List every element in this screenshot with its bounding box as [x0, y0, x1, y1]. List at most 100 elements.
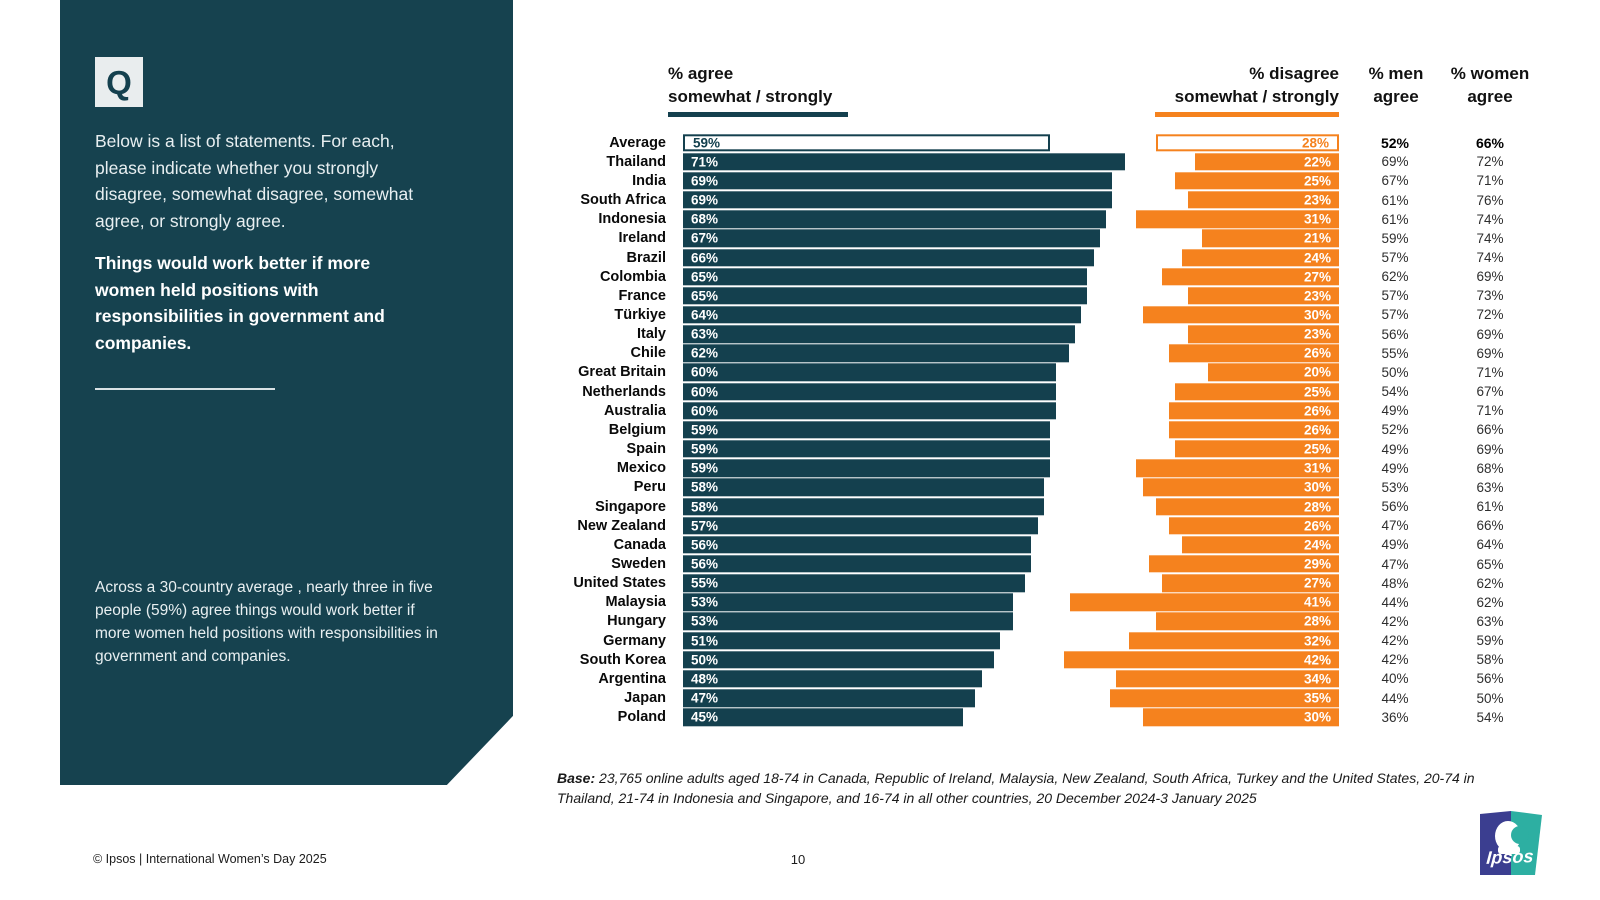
- disagree-bar: 26%: [1168, 402, 1339, 420]
- women-agree-value: 72%: [1476, 154, 1504, 170]
- statement-text: Things would work better if more women h…: [95, 253, 385, 353]
- question-intro-text: Below is a list of statements. For each,…: [95, 131, 414, 231]
- country-label: Netherlands: [582, 383, 666, 400]
- agree-bar: 62%: [683, 344, 1069, 362]
- country-label: Canada: [613, 536, 666, 553]
- agree-bar: 48%: [683, 670, 982, 688]
- agree-bar: 53%: [683, 612, 1013, 631]
- chart-row: Japan 47% 35% 44% 50%: [460, 689, 1529, 708]
- country-label: Brazil: [626, 249, 667, 266]
- bar-zone: 67% 21%: [683, 229, 1339, 248]
- agree-bar: 69%: [683, 172, 1113, 190]
- men-agree-value: 61%: [1381, 211, 1409, 227]
- ipsos-logo-text: Ipsos: [1485, 846, 1535, 868]
- country-label: Sweden: [611, 556, 666, 573]
- country-label: Colombia: [599, 268, 666, 285]
- country-label: Singapore: [595, 498, 666, 515]
- chart-row: Malaysia 53% 41% 44% 62%: [460, 593, 1529, 612]
- disagree-bar: 25%: [1175, 172, 1339, 190]
- disagree-bar: 24%: [1181, 248, 1339, 267]
- agree-bar: 55%: [683, 574, 1026, 592]
- men-agree-value: 42%: [1381, 652, 1409, 668]
- chart-row: Average 59% 28% 52% 66%: [460, 133, 1529, 152]
- bar-zone: 59% 26%: [683, 420, 1339, 439]
- disagree-bar: 30%: [1142, 478, 1339, 497]
- chart-row: Colombia 65% 27% 62% 69%: [460, 267, 1529, 286]
- agree-bar: 64%: [683, 306, 1082, 324]
- agree-bar: 65%: [683, 287, 1088, 305]
- women-agree-value: 64%: [1476, 537, 1504, 553]
- agree-bar: 56%: [683, 555, 1032, 573]
- disagree-bar: 23%: [1188, 287, 1339, 305]
- country-label: Malaysia: [605, 594, 666, 611]
- chart-row: Mexico 59% 31% 49% 68%: [460, 459, 1529, 478]
- agree-bar: 50%: [683, 651, 994, 669]
- men-agree-value: 49%: [1381, 441, 1409, 457]
- bar-zone: 56% 24%: [683, 535, 1339, 554]
- summary-text: Across a 30-country average , nearly thr…: [95, 579, 438, 665]
- country-label: Italy: [636, 326, 666, 343]
- chart-row: Türkiye 64% 30% 57% 72%: [460, 305, 1529, 324]
- question-icon: Q: [95, 57, 143, 107]
- men-agree-value: 50%: [1381, 364, 1409, 380]
- country-label: France: [618, 287, 666, 304]
- bar-zone: 66% 24%: [683, 248, 1339, 267]
- women-agree-value: 71%: [1476, 173, 1504, 189]
- agree-bar: 58%: [683, 478, 1044, 497]
- chart-row: Sweden 56% 29% 47% 65%: [460, 554, 1529, 573]
- men-agree-value: 49%: [1381, 403, 1409, 419]
- disagree-bar: 28%: [1155, 612, 1339, 631]
- men-agree-value: 49%: [1381, 537, 1409, 553]
- women-agree-value: 68%: [1476, 460, 1504, 476]
- chart-row: India 69% 25% 67% 71%: [460, 171, 1529, 190]
- women-agree-value: 65%: [1476, 556, 1504, 572]
- men-agree-value: 57%: [1381, 307, 1409, 323]
- agree-bar: 53%: [683, 593, 1013, 612]
- agree-bar: 60%: [683, 363, 1057, 382]
- agree-bar: 51%: [683, 631, 1001, 650]
- chart-row: Chile 62% 26% 55% 69%: [460, 344, 1529, 363]
- chart-row: New Zealand 57% 26% 47% 66%: [460, 516, 1529, 535]
- disagree-bar: 23%: [1188, 325, 1339, 343]
- women-agree-value: 56%: [1476, 671, 1504, 687]
- bar-zone: 47% 35%: [683, 689, 1339, 708]
- country-label: Australia: [603, 402, 666, 419]
- chart-row: Argentina 48% 34% 40% 56%: [460, 669, 1529, 688]
- base-footnote: Base: 23,765 online adults aged 18-74 in…: [557, 768, 1522, 808]
- chart-row: Australia 60% 26% 49% 71%: [460, 401, 1529, 420]
- bar-zone: 71% 22%: [683, 152, 1339, 171]
- agree-bar: 67%: [683, 229, 1100, 248]
- disagree-bar: 25%: [1175, 382, 1339, 401]
- chart-row: Poland 45% 30% 36% 54%: [460, 708, 1529, 727]
- question-icon-letter: Q: [106, 63, 132, 101]
- women-agree-value: 66%: [1476, 422, 1504, 438]
- disagree-bar: 27%: [1162, 574, 1339, 592]
- bar-zone: 55% 27%: [683, 574, 1339, 593]
- bar-zone: 51% 32%: [683, 631, 1339, 650]
- men-agree-value: 42%: [1381, 633, 1409, 649]
- agree-bar: 58%: [683, 497, 1044, 516]
- disagree-bar: 23%: [1188, 191, 1339, 209]
- disagree-bar: 29%: [1149, 555, 1339, 573]
- country-label: United States: [573, 575, 666, 592]
- men-agree-value: 57%: [1381, 288, 1409, 304]
- agree-bar: 60%: [683, 402, 1057, 420]
- disagree-header-underline: [1155, 112, 1339, 117]
- chart-row: Hungary 53% 28% 42% 63%: [460, 612, 1529, 631]
- country-label: Mexico: [616, 460, 666, 477]
- disagree-bar: 28%: [1155, 133, 1339, 152]
- disagree-bar: 26%: [1168, 421, 1339, 439]
- disagree-bar: 31%: [1136, 210, 1339, 228]
- disagree-bar: 42%: [1063, 651, 1339, 669]
- agree-bar: 47%: [683, 689, 976, 707]
- women-agree-value: 71%: [1476, 403, 1504, 419]
- country-label: India: [632, 172, 666, 189]
- country-label: South Africa: [580, 192, 666, 209]
- country-label: South Korea: [579, 651, 666, 668]
- women-agree-value: 67%: [1476, 384, 1504, 400]
- ipsos-logo-mark: [1480, 811, 1542, 875]
- base-label: Base:: [557, 770, 596, 786]
- agree-bar: 59%: [683, 133, 1050, 152]
- men-agree-value: 44%: [1381, 594, 1409, 610]
